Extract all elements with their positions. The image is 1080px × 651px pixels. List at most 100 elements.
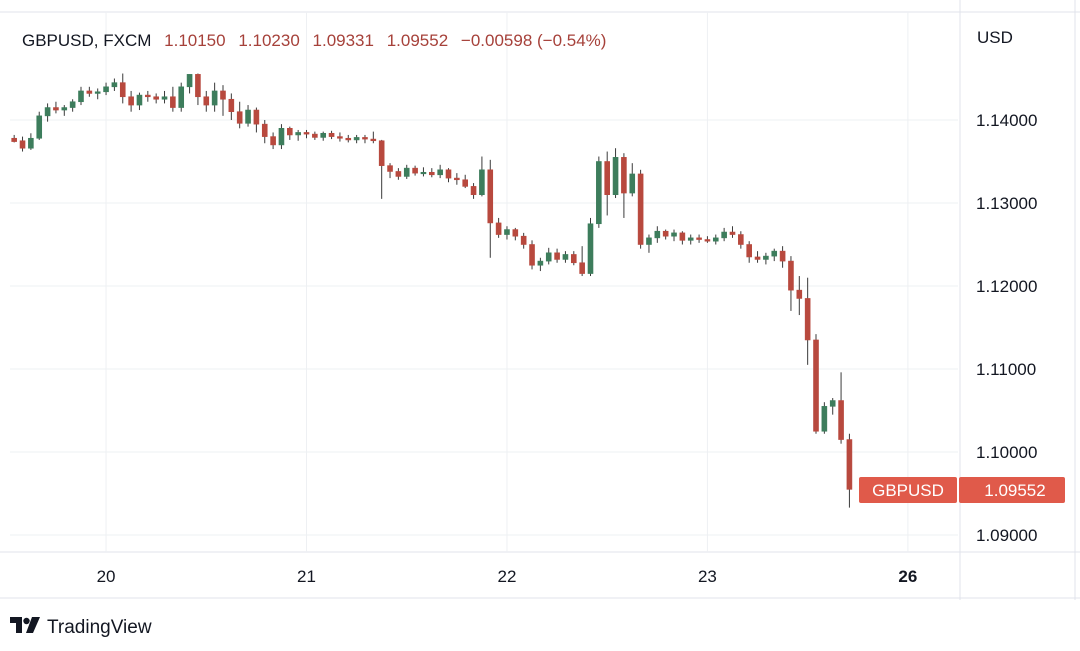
candle-body [278, 128, 285, 146]
candle-body [813, 339, 819, 432]
price-tag-symbol: GBPUSD [872, 481, 944, 500]
symbol-legend: GBPUSD, FXCM 1.10150 1.10230 1.09331 1.0… [22, 31, 606, 51]
candle-body [662, 230, 669, 237]
x-tick-label: 26 [898, 567, 917, 586]
candle-body [103, 86, 109, 93]
candle-body [804, 298, 811, 341]
candle-body [654, 230, 661, 239]
candle-body [253, 109, 260, 125]
candle-body [604, 161, 610, 196]
candle-body [746, 244, 752, 258]
price-tag-symbol-bg [859, 477, 957, 503]
price-tag: GBPUSD 1.09552 [859, 477, 1065, 503]
tradingview-logo-icon [10, 616, 40, 639]
candle-body [687, 237, 694, 241]
candle-body [145, 94, 151, 98]
price-tag-price: 1.09552 [984, 481, 1045, 500]
candle-body [554, 252, 560, 260]
open-value: 1.10150 [164, 31, 226, 50]
candle-body [387, 165, 393, 172]
candle-body [470, 186, 477, 195]
candle-body [362, 137, 368, 140]
candle-body [570, 254, 577, 264]
candle-body [562, 254, 569, 260]
price-tag-price-bg [959, 477, 1065, 503]
branding[interactable]: TradingView [10, 616, 152, 639]
candle-body [754, 256, 761, 260]
close-value: 1.09552 [386, 31, 449, 50]
y-tick-label: 1.10000 [976, 443, 1037, 462]
x-tick-label: 21 [297, 567, 316, 586]
candle-body [637, 173, 644, 245]
candle-body [487, 169, 494, 224]
candle-body [412, 167, 418, 174]
x-tick-label: 22 [498, 567, 517, 586]
candle-body [395, 171, 402, 177]
candle-body [671, 232, 677, 237]
x-tick-label: 20 [97, 567, 116, 586]
candle-body [19, 140, 26, 149]
candle-body [94, 91, 101, 94]
high-value: 1.10230 [238, 31, 300, 50]
candle-body [621, 157, 627, 194]
candle-body [437, 169, 443, 176]
candle-body [312, 133, 318, 138]
candle-body [771, 250, 778, 257]
x-tick-label: 23 [698, 567, 717, 586]
candle-body [36, 115, 43, 139]
candle-body [454, 177, 460, 181]
candle-body [370, 138, 377, 142]
candle-body [495, 222, 502, 235]
candle-body [136, 94, 143, 106]
y-tick-label: 1.13000 [976, 194, 1037, 213]
candle-body [729, 231, 736, 235]
candle-body [69, 101, 76, 108]
candle-layer [11, 73, 853, 508]
candle-body [78, 90, 84, 103]
candle-body [111, 82, 118, 88]
change-value: −0.00598 (−0.54%) [460, 31, 607, 50]
candle-body [829, 400, 836, 407]
candle-body [337, 136, 343, 139]
candle-body [287, 128, 293, 136]
candle-body [220, 90, 226, 100]
candle-body [721, 231, 727, 239]
candle-body [704, 239, 711, 242]
y-tick-label: 1.12000 [976, 277, 1037, 296]
candle-body [445, 169, 452, 179]
candle-body [788, 260, 794, 291]
candle-body [796, 289, 803, 299]
candle-body [153, 96, 159, 100]
candle-body [186, 74, 193, 88]
candlestick-chart[interactable]: 1.09000 1.10000 1.11000 1.12000 1.13000 1.140… [0, 0, 1080, 600]
candle-body [779, 250, 786, 262]
candle-body [228, 98, 235, 112]
candle-body [712, 237, 719, 242]
y-tick-label: 1.09000 [976, 526, 1037, 545]
candle-body [261, 123, 268, 137]
candle-body [512, 229, 519, 237]
candle-body [462, 179, 469, 187]
candle-body [328, 132, 335, 137]
candle-body [61, 107, 68, 111]
y-tick-label: 1.14000 [976, 111, 1037, 130]
candle-body [178, 86, 185, 108]
candle-body [529, 244, 535, 266]
low-value: 1.09331 [312, 31, 374, 50]
candle-body [587, 223, 594, 274]
candle-body [128, 96, 134, 106]
candle-body [270, 136, 276, 146]
candle-body [195, 74, 201, 98]
candle-body [821, 406, 828, 432]
candle-body [646, 237, 652, 245]
candle-body [161, 96, 168, 100]
candle-body [211, 90, 218, 106]
candle-body [245, 109, 251, 124]
symbol-name[interactable]: GBPUSD, FXCM [22, 31, 152, 50]
candle-body [679, 232, 686, 241]
candle-body [353, 137, 360, 141]
currency-label[interactable]: USD [977, 28, 1013, 47]
candle-body [596, 161, 602, 225]
candle-body [846, 439, 853, 490]
candle-body [579, 262, 585, 274]
